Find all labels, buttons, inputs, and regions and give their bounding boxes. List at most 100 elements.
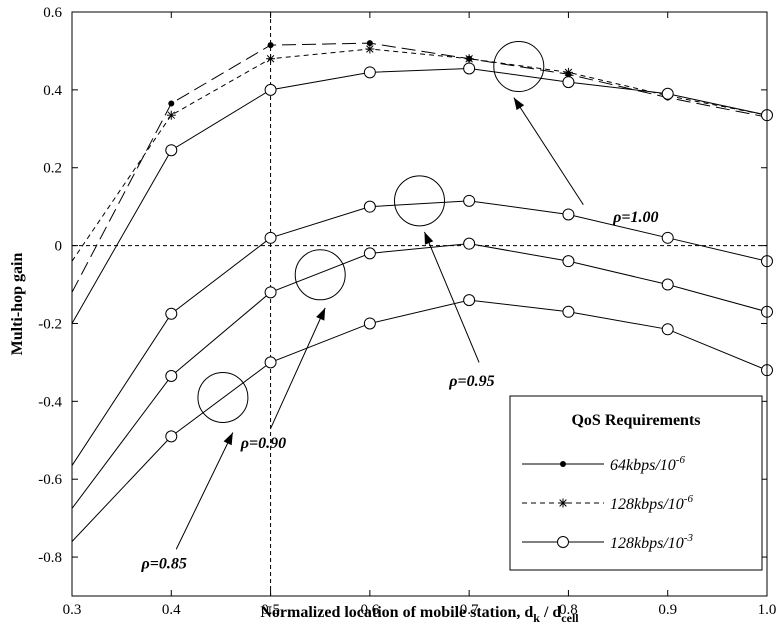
marker-dot (560, 461, 566, 467)
legend-label: 64kbps/10-6 (610, 454, 685, 474)
marker-circle (264, 231, 277, 244)
series-line (72, 48, 767, 262)
annotation-label: ρ=1.00 (612, 209, 658, 226)
annotation-circle (197, 371, 249, 423)
x-tick-label: 0.5 (261, 602, 280, 618)
marker-circle (562, 208, 575, 221)
axis-ticks: 0.3 0.4 0.5 0.6 0.7 0.8 0.9 1.0 -0.8 -0.6 -0.4 -0.2… (38, 5, 776, 618)
marker-star (365, 44, 375, 54)
legend: QoS Requirements64kbps/10-6128kbps/10-61… (509, 395, 763, 571)
x-axis-title-d1: d (524, 604, 533, 621)
annotation-arrow-shaft (513, 97, 584, 205)
y-tick-label: -0.2 (38, 316, 62, 332)
marker-star (558, 498, 568, 508)
annotation-label: ρ=0.90 (240, 435, 286, 452)
x-axis-title-d2: d (552, 604, 561, 621)
legend-box (509, 395, 763, 571)
marker-star (464, 54, 474, 64)
rho-annotations: ρ=1.00 ρ=0.95 ρ=0.90 ρ=0.85 (141, 41, 658, 573)
plot-content (72, 12, 773, 596)
marker-circle (463, 237, 476, 250)
x-axis-title: Normalized location of mobile station, d… (260, 604, 579, 625)
y-tick-label: -0.8 (38, 550, 62, 566)
series-rho-1-2 (72, 62, 773, 324)
marker-circle (165, 370, 178, 383)
x-tick-label: 0.7 (460, 602, 479, 618)
annotation-arrow-head (316, 307, 326, 321)
marker-circle (363, 247, 376, 260)
plot-frame (71, 11, 768, 597)
annotation-circle (394, 175, 445, 227)
annotation-arrow-head (223, 432, 233, 446)
annotation-arrow-head (513, 97, 525, 111)
legend-label-exponent: -6 (684, 493, 694, 505)
y-tick-label: 0 (55, 239, 63, 255)
marker-star (166, 110, 176, 120)
y-tick-label: 0.6 (43, 5, 62, 21)
marker-circle (264, 286, 277, 299)
marker-circle (562, 255, 575, 268)
series-line (72, 243, 767, 509)
marker-circle (463, 62, 476, 75)
y-tick-label: -0.4 (38, 394, 62, 410)
marker-circle (165, 430, 178, 443)
marker-circle (661, 323, 674, 336)
marker-circle (661, 278, 674, 291)
series-line (72, 200, 767, 466)
series-rho-1-1 (72, 44, 772, 262)
x-tick-label: 1.0 (758, 602, 777, 618)
marker-dot (168, 100, 175, 107)
x-tick-label: 0.3 (63, 602, 82, 618)
annotation-arrow-shaft (270, 307, 326, 429)
legend-label-exponent: -3 (684, 532, 694, 544)
legend-label-base: 64kbps/10 (610, 457, 676, 474)
marker-circle (165, 144, 178, 157)
marker-circle (463, 194, 476, 207)
marker-circle (557, 536, 569, 548)
marker-dot (366, 40, 373, 47)
x-tick-label: 0.4 (162, 602, 181, 618)
marker-star (266, 54, 276, 64)
annotation-arrow-shaft (424, 231, 480, 363)
y-axis-title: Multi-hop gain (9, 253, 26, 356)
marker-dot (267, 42, 274, 49)
x-axis-title-sep: / (540, 604, 552, 621)
series-rho-1-0 (72, 40, 770, 293)
series-line (72, 67, 767, 324)
annotation-circle (493, 41, 545, 93)
legend-entry: 64kbps/10-6 (522, 454, 685, 474)
y-tick-label: 0.4 (43, 83, 62, 99)
legend-label: 128kbps/10-3 (610, 532, 693, 552)
series-line (72, 299, 767, 542)
x-tick-label: 0.6 (360, 602, 379, 618)
legend-title: QoS Requirements (571, 412, 700, 429)
marker-circle (165, 307, 178, 320)
annotation-circle (294, 249, 346, 301)
annotation-arrow-shaft (175, 432, 234, 550)
marker-circle (363, 66, 376, 79)
x-tick-label: 0.8 (559, 602, 578, 618)
marker-circle (661, 87, 674, 100)
marker-star (563, 67, 573, 77)
x-tick-label: 0.9 (658, 602, 677, 618)
annotation-arrow-head (424, 231, 434, 245)
legend-entry: 128kbps/10-6 (522, 493, 693, 513)
series-rho-0.95-3 (72, 194, 773, 466)
legend-label-base: 128kbps/10 (610, 535, 684, 552)
marker-circle (264, 356, 277, 369)
annotation-label: ρ=0.85 (141, 556, 187, 573)
x-axis-title-sub1: k (533, 611, 540, 625)
marker-circle (264, 83, 277, 96)
marker-circle (363, 200, 376, 213)
y-tick-label: 0.2 (43, 161, 62, 177)
marker-circle (363, 317, 376, 330)
marker-circle (562, 305, 575, 318)
series-rho-0.85-5 (72, 294, 773, 542)
x-axis-title-text: Normalized location of mobile station, (260, 604, 520, 621)
legend-label-exponent: -6 (676, 454, 686, 466)
legend-entry: 128kbps/10-3 (522, 532, 693, 552)
x-axis-title-sub2: cell (561, 611, 579, 625)
legend-label: 128kbps/10-6 (610, 493, 693, 513)
annotation-label: ρ=0.95 (448, 373, 494, 390)
